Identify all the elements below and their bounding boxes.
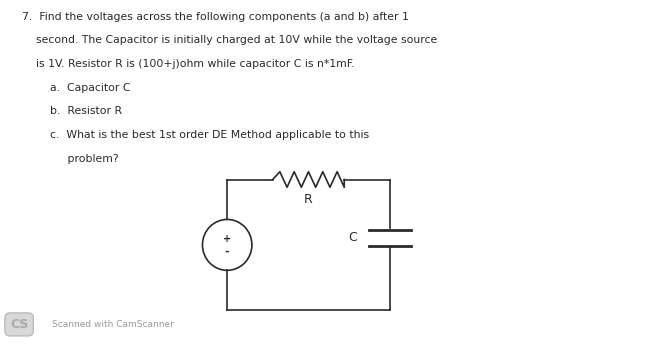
Text: +: +: [223, 233, 232, 243]
Text: problem?: problem?: [22, 154, 119, 164]
Text: Scanned with CamScanner: Scanned with CamScanner: [52, 320, 173, 329]
Text: b.  Resistor R: b. Resistor R: [22, 106, 123, 116]
Text: 7.  Find the voltages across the following components (a and b) after 1: 7. Find the voltages across the followin…: [22, 11, 409, 22]
Text: -: -: [225, 247, 230, 257]
Text: R: R: [304, 193, 313, 206]
Text: C: C: [348, 231, 358, 244]
Text: a.  Capacitor C: a. Capacitor C: [22, 83, 131, 93]
Text: is 1V. Resistor R is (100+j)ohm while capacitor C is n*1mF.: is 1V. Resistor R is (100+j)ohm while ca…: [22, 59, 355, 69]
Text: c.  What is the best 1st order DE Method applicable to this: c. What is the best 1st order DE Method …: [22, 130, 369, 140]
Text: second. The Capacitor is initially charged at 10V while the voltage source: second. The Capacitor is initially charg…: [22, 35, 438, 45]
Text: CS: CS: [10, 318, 28, 331]
